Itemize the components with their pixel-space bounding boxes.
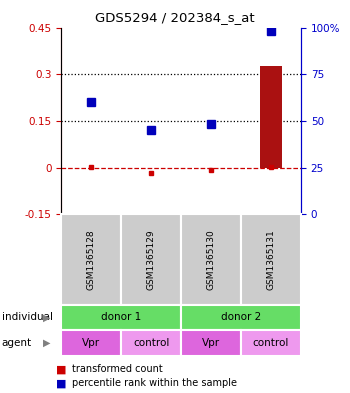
Text: donor 2: donor 2 xyxy=(221,312,261,322)
Text: Vpr: Vpr xyxy=(82,338,100,348)
Text: ▶: ▶ xyxy=(43,338,51,348)
Text: ■: ■ xyxy=(56,378,66,388)
Text: GDS5294 / 202384_s_at: GDS5294 / 202384_s_at xyxy=(95,11,255,24)
Text: transformed count: transformed count xyxy=(72,364,162,375)
Text: control: control xyxy=(133,338,169,348)
Text: ■: ■ xyxy=(56,364,66,375)
Text: Vpr: Vpr xyxy=(202,338,220,348)
Text: donor 1: donor 1 xyxy=(101,312,141,322)
Text: GSM1365129: GSM1365129 xyxy=(147,229,156,290)
Text: ▶: ▶ xyxy=(43,312,51,322)
Text: agent: agent xyxy=(2,338,32,348)
Text: GSM1365130: GSM1365130 xyxy=(206,229,216,290)
Text: control: control xyxy=(253,338,289,348)
Text: GSM1365131: GSM1365131 xyxy=(267,229,275,290)
Text: GSM1365128: GSM1365128 xyxy=(87,229,96,290)
Bar xyxy=(260,66,282,167)
Text: percentile rank within the sample: percentile rank within the sample xyxy=(72,378,237,388)
Text: individual: individual xyxy=(2,312,53,322)
